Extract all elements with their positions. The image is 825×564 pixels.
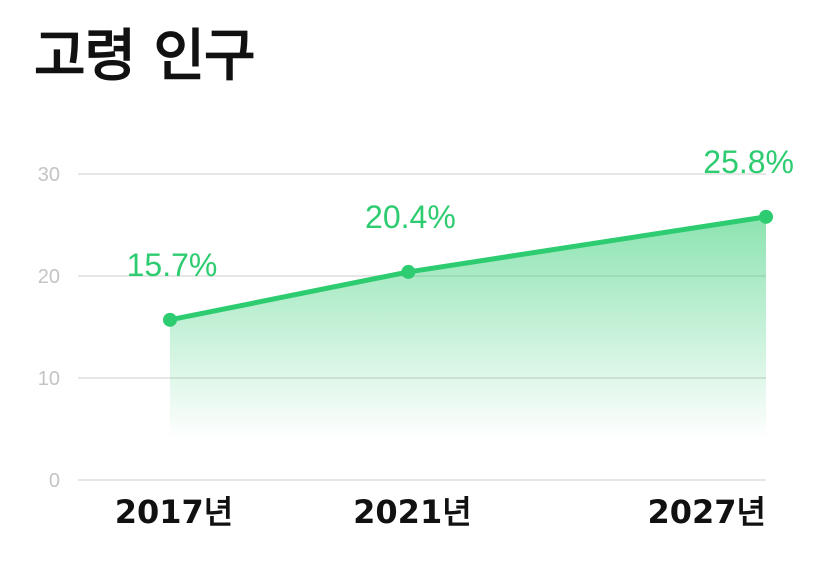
chart-title: 고령 인구 (34, 24, 256, 89)
x-tick-label-2021년: 2021년 (353, 493, 472, 531)
x-tick-label-2027년: 2027년 (647, 493, 766, 531)
data-label-2027년: 25.8% (703, 144, 794, 180)
y-tick-label-0: 0 (49, 470, 60, 492)
data-points (163, 209, 773, 327)
y-tick-label-10: 10 (38, 368, 60, 390)
x-tick-label-2017년: 2017년 (115, 493, 234, 531)
data-label-2017년: 15.7% (127, 247, 218, 283)
data-label-2021년: 20.4% (365, 199, 456, 235)
x-axis-labels: 2017년 2021년 2027년 (115, 493, 766, 531)
y-axis-ticks: 0 10 20 30 (38, 164, 60, 492)
y-tick-label-20: 20 (38, 266, 60, 288)
area-fill-layer (170, 216, 766, 440)
area-fill (170, 216, 766, 440)
data-point-2021년 (401, 264, 416, 279)
data-point-2027년 (759, 209, 773, 224)
data-point-2017년 (163, 312, 177, 327)
data-labels: 15.7% 20.4% 25.8% (127, 144, 794, 283)
y-tick-label-30: 30 (38, 164, 60, 186)
